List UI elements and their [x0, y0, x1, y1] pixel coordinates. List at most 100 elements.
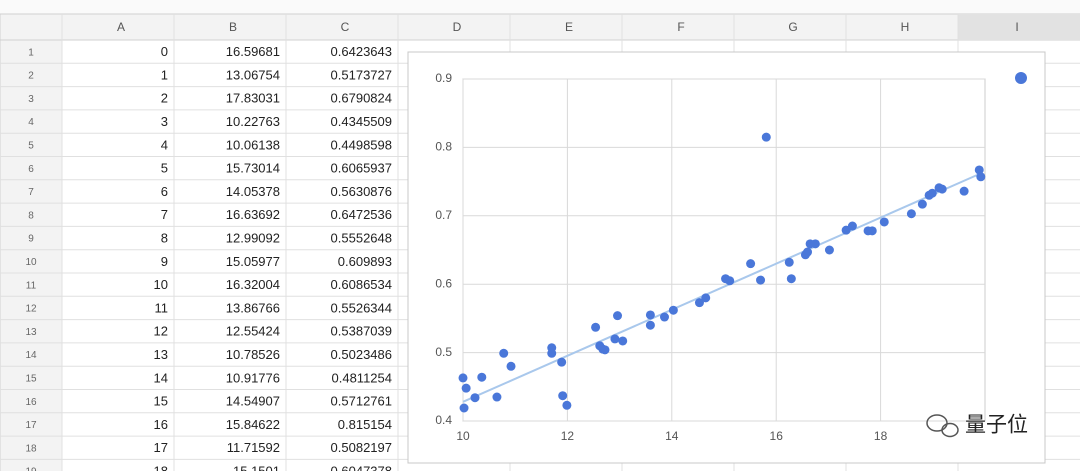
point	[867, 226, 877, 236]
point	[701, 293, 711, 303]
y-tick-label: 0.5	[435, 345, 452, 359]
toolbar-edge	[0, 0, 1080, 14]
column-header: D	[453, 20, 462, 34]
point	[879, 217, 889, 227]
row-number: 8	[28, 210, 34, 221]
point	[600, 345, 610, 355]
cell: 16	[154, 417, 168, 432]
cell: 0.5630876	[331, 184, 392, 199]
cell: 11	[155, 300, 169, 315]
point	[937, 184, 947, 194]
row-number: 6	[28, 164, 34, 175]
point	[659, 312, 669, 322]
point	[927, 188, 937, 198]
cell: 10.22763	[226, 114, 280, 129]
column-header: I	[1015, 20, 1018, 34]
cell: 15.73014	[226, 161, 280, 176]
point	[810, 239, 820, 249]
x-tick-label: 18	[874, 429, 888, 443]
point	[746, 259, 756, 269]
cell: 10.06138	[226, 137, 280, 152]
cell: 0	[161, 44, 168, 59]
cell: 16.59681	[226, 44, 280, 59]
cell: 5	[161, 161, 168, 176]
cell: 17	[154, 440, 168, 455]
cell: 8	[161, 230, 168, 245]
point	[618, 336, 628, 346]
point	[645, 320, 655, 330]
point	[461, 383, 471, 393]
point	[591, 322, 601, 332]
row-number: 15	[25, 373, 37, 384]
y-tick-label: 0.4	[435, 413, 452, 427]
column-header: G	[788, 20, 797, 34]
point	[906, 209, 916, 219]
cell: 15.84622	[226, 417, 280, 432]
column-header: F	[677, 20, 684, 34]
point	[917, 199, 927, 209]
cell: 10.91776	[226, 370, 280, 385]
cell: 0.5526344	[331, 300, 392, 315]
cell: 0.5387039	[331, 324, 392, 339]
cell: 0.6047378	[331, 463, 392, 471]
row-number: 10	[25, 257, 37, 268]
cell: 1	[161, 67, 168, 82]
cell: 15	[154, 394, 168, 409]
row-number: 11	[26, 280, 37, 291]
cell: 12	[154, 324, 168, 339]
row-number: 3	[28, 94, 34, 105]
cell: 0.6472536	[331, 207, 392, 222]
cell: 0.6790824	[331, 91, 392, 106]
point	[668, 305, 678, 315]
point	[803, 247, 813, 257]
cell: 14.54907	[226, 394, 280, 409]
cell: 12.99092	[226, 230, 280, 245]
x-tick-label: 10	[456, 429, 470, 443]
cell: 18	[154, 463, 168, 471]
chart-frame	[407, 51, 1046, 464]
y-tick-label: 0.8	[435, 140, 452, 154]
y-tick-label: 0.7	[435, 208, 452, 222]
cell: 0.4498598	[331, 137, 392, 152]
cell: 0.6423643	[331, 44, 392, 59]
cell: 10	[154, 277, 168, 292]
point	[506, 361, 516, 371]
cell: 0.5082197	[331, 440, 392, 455]
cell: 14	[154, 370, 168, 385]
point	[784, 257, 794, 267]
point	[613, 311, 623, 321]
legend-marker	[1015, 72, 1027, 84]
column-header: A	[117, 20, 125, 34]
row-header-bar	[0, 39, 63, 471]
cell: 0.5023486	[331, 347, 392, 362]
point	[725, 276, 735, 286]
cell: 16.32004	[226, 277, 280, 292]
point	[492, 392, 502, 402]
point	[824, 245, 834, 255]
column-header: C	[341, 20, 350, 34]
column-header: B	[229, 20, 237, 34]
point	[547, 348, 557, 358]
row-number: 2	[28, 71, 34, 82]
point	[756, 275, 766, 285]
cell: 4	[161, 137, 168, 152]
cell: 0.4811254	[332, 370, 393, 385]
row-number: 4	[28, 117, 34, 128]
cell: 0.5552648	[331, 230, 392, 245]
column-header-bar	[0, 13, 1080, 41]
row-number: 1	[28, 47, 34, 58]
cell: 13.86766	[226, 300, 280, 315]
point	[959, 186, 969, 196]
row-number: 14	[25, 350, 37, 361]
watermark: 量子位	[965, 414, 1028, 437]
y-tick-label: 0.9	[435, 71, 452, 85]
cell: 9	[161, 254, 168, 269]
cell: 3	[161, 114, 168, 129]
cell: 0.815154	[338, 417, 392, 432]
point	[761, 132, 771, 142]
cell: 14.05378	[226, 184, 280, 199]
cell: 16.63692	[226, 207, 280, 222]
cell: 0.5173727	[331, 67, 392, 82]
